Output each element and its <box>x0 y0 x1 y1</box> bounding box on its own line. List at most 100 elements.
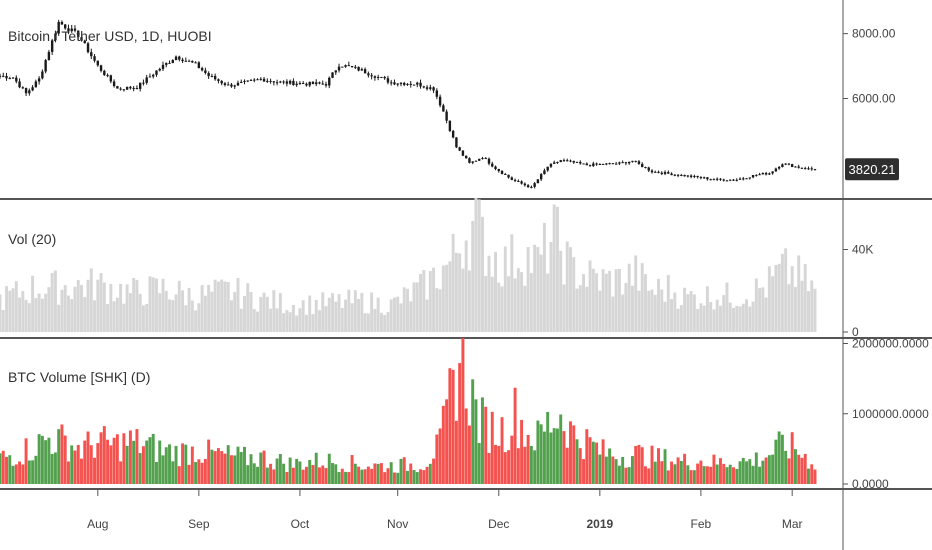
btc-volume-pane-title: BTC Volume [SHK] (D) <box>8 369 150 385</box>
vol-bar <box>533 244 537 332</box>
candle-body <box>125 86 129 90</box>
vol-bar <box>301 300 305 332</box>
btc-volume-bar-down <box>220 451 224 484</box>
vol-bar <box>412 282 416 332</box>
btc-volume-bar-down <box>363 469 367 484</box>
btc-volume-bar-up <box>31 460 35 484</box>
btc-volume-bar-down <box>379 463 383 484</box>
vol-bar <box>158 293 162 332</box>
vol-bar <box>295 315 299 332</box>
btc-volume-bar-down <box>516 448 520 484</box>
btc-volume-bar-up <box>663 449 667 484</box>
candle-body <box>344 65 347 67</box>
btc-volume-bar-down <box>451 369 455 484</box>
candle-body <box>328 77 331 86</box>
candle-body <box>416 82 419 85</box>
vol-bar <box>552 204 556 332</box>
candle-body <box>693 175 696 177</box>
btc-volume-bar-up <box>552 428 556 484</box>
candle-body <box>197 62 201 69</box>
candle-body <box>745 178 748 180</box>
candle-body <box>315 82 318 85</box>
vol-bar <box>27 303 31 332</box>
candle-body <box>533 183 536 187</box>
candle-body <box>481 158 484 160</box>
vol-axis-tick-label: 40K <box>852 243 873 257</box>
btc-volume-bar-down <box>445 399 449 484</box>
candle-body <box>171 60 174 63</box>
candle-body <box>119 88 122 90</box>
btc-volume-series[interactable] <box>0 338 817 484</box>
price-axis[interactable]: 8000.00 6000.00 <box>843 27 896 106</box>
vol-bar <box>132 278 136 332</box>
btc-volume-bar-down <box>386 468 390 484</box>
candle-body <box>191 60 194 63</box>
btc-volume-bar-up <box>11 465 15 484</box>
candle-body <box>601 163 605 165</box>
candle-body <box>595 163 598 165</box>
btc-volume-bar-down <box>200 462 204 484</box>
candle-body <box>298 83 302 85</box>
btc-volume-bar-up <box>184 444 188 484</box>
vol-bar <box>751 301 755 332</box>
vol-bar <box>745 299 749 332</box>
vol-bar <box>464 240 468 332</box>
btc-volume-bar-up <box>151 433 155 484</box>
btc-volume-bar-up <box>164 447 168 484</box>
btc-volume-bar-down <box>458 363 462 484</box>
btc-volume-bar-down <box>207 439 211 484</box>
btc-volume-bar-down <box>660 461 664 484</box>
time-axis[interactable]: Aug Sep Oct Nov Dec 2019 Feb Mar <box>87 490 803 531</box>
candle-body <box>256 79 259 81</box>
candle-body <box>275 82 279 84</box>
vol-bar <box>207 284 211 332</box>
btc-volume-bar-down <box>223 453 227 484</box>
vol-bar <box>376 297 380 332</box>
btc-volume-bar-down <box>262 450 266 484</box>
vol-bar <box>445 264 449 332</box>
btc-volume-bar-up <box>236 446 240 484</box>
vol-bar <box>497 282 501 332</box>
candle-body <box>311 81 315 85</box>
vol-bar <box>308 295 312 332</box>
candle-body <box>390 82 393 84</box>
vol-bar <box>611 296 615 332</box>
btc-volume-bar-up <box>148 437 152 484</box>
vol-bar <box>216 281 220 332</box>
btc-volume-bar-down <box>18 461 22 484</box>
vol-axis[interactable]: 40K 0 <box>843 243 873 340</box>
btc-volume-bar-down <box>800 457 804 484</box>
vol-bar <box>621 294 625 332</box>
vol-bar <box>122 303 126 332</box>
btc-volume-bar-down <box>203 458 207 484</box>
candle-body <box>491 163 494 167</box>
candle-body <box>663 172 667 174</box>
btc-volume-bar-down <box>419 469 423 484</box>
vol-bar <box>536 247 540 332</box>
candle-body <box>732 179 735 181</box>
candle-body <box>288 80 292 84</box>
btc-volume-axis[interactable]: 2000000.0000 1000000.0000 0.0000 <box>843 337 929 491</box>
vol-bar <box>383 315 387 332</box>
candle-body <box>777 167 781 169</box>
btc-volume-bar-down <box>432 458 436 484</box>
btc-volume-bar-down <box>190 446 194 484</box>
candle-body <box>445 111 448 121</box>
vol-bar <box>790 266 794 332</box>
vol-bar <box>471 220 475 332</box>
vol-bar <box>370 292 374 332</box>
price-series[interactable] <box>0 19 817 189</box>
btc-volume-bar-up <box>406 470 409 484</box>
vol-series[interactable] <box>0 197 817 332</box>
vol-bar <box>18 297 22 332</box>
candle-body <box>54 33 57 41</box>
candle-body <box>34 81 38 88</box>
btc-volume-bar-down <box>510 435 514 484</box>
vol-bar <box>334 301 338 332</box>
btc-volume-bar-down <box>461 338 465 484</box>
vol-bar <box>441 265 445 332</box>
candle-body <box>435 90 439 97</box>
candle-body <box>689 175 693 177</box>
btc-volume-bar-up <box>751 465 755 484</box>
vol-bar <box>21 291 25 332</box>
